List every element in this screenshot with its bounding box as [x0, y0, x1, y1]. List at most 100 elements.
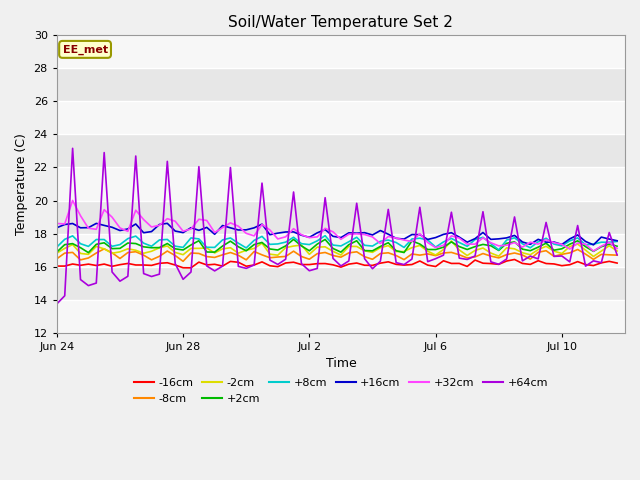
+8cm — [243, 245, 250, 251]
Legend: -16cm, -8cm, -2cm, +2cm, +8cm, +16cm, +32cm, +64cm: -16cm, -8cm, -2cm, +2cm, +8cm, +16cm, +3… — [129, 374, 552, 408]
-16cm — [376, 260, 384, 266]
Line: -8cm: -8cm — [57, 249, 617, 261]
+2cm — [250, 242, 258, 248]
+8cm — [613, 239, 621, 244]
+64cm — [376, 258, 384, 264]
+64cm — [140, 271, 147, 276]
+8cm — [582, 242, 589, 248]
-2cm — [432, 252, 440, 258]
+2cm — [385, 240, 392, 246]
+8cm — [53, 244, 61, 250]
+2cm — [447, 239, 455, 245]
+32cm — [613, 246, 621, 252]
Y-axis label: Temperature (C): Temperature (C) — [15, 133, 28, 235]
+16cm — [613, 238, 621, 244]
+32cm — [440, 242, 447, 248]
-8cm — [424, 251, 431, 257]
+32cm — [376, 240, 384, 246]
Bar — [57, 266, 625, 300]
+16cm — [250, 225, 258, 231]
Line: +16cm: +16cm — [57, 223, 617, 245]
-16cm — [250, 262, 258, 268]
-16cm — [582, 262, 589, 267]
+64cm — [53, 301, 61, 307]
+2cm — [582, 244, 589, 250]
+2cm — [53, 249, 61, 255]
Bar — [57, 234, 625, 266]
-16cm — [187, 265, 195, 271]
Bar — [57, 300, 625, 333]
-2cm — [447, 238, 455, 244]
-8cm — [385, 250, 392, 256]
-16cm — [53, 263, 61, 269]
+16cm — [132, 221, 140, 227]
-16cm — [613, 260, 621, 266]
+64cm — [613, 252, 621, 258]
+32cm — [589, 248, 597, 254]
-16cm — [511, 257, 518, 263]
Line: -2cm: -2cm — [57, 241, 617, 256]
Line: +32cm: +32cm — [57, 201, 617, 251]
+16cm — [376, 228, 384, 233]
Line: +8cm: +8cm — [57, 236, 617, 250]
-8cm — [613, 252, 621, 258]
Title: Soil/Water Temperature Set 2: Soil/Water Temperature Set 2 — [228, 15, 453, 30]
X-axis label: Time: Time — [326, 357, 356, 370]
+32cm — [53, 221, 61, 227]
-8cm — [53, 256, 61, 262]
+32cm — [250, 233, 258, 239]
+2cm — [140, 244, 147, 250]
-16cm — [132, 262, 140, 268]
+16cm — [416, 232, 424, 238]
-8cm — [100, 246, 108, 252]
+8cm — [440, 239, 447, 245]
+2cm — [613, 243, 621, 249]
+32cm — [68, 198, 76, 204]
+32cm — [416, 231, 424, 237]
-8cm — [582, 251, 589, 257]
-8cm — [258, 252, 266, 258]
+32cm — [140, 216, 147, 222]
Line: +2cm: +2cm — [57, 240, 617, 252]
+32cm — [574, 240, 582, 246]
+8cm — [321, 233, 329, 239]
Bar — [57, 134, 625, 168]
Bar — [57, 68, 625, 101]
+64cm — [250, 262, 258, 268]
Bar — [57, 36, 625, 68]
Line: -16cm: -16cm — [57, 260, 617, 268]
-8cm — [140, 252, 147, 258]
+16cm — [574, 232, 582, 238]
Text: EE_met: EE_met — [63, 44, 108, 55]
+16cm — [53, 225, 61, 230]
+8cm — [376, 239, 384, 244]
-2cm — [369, 250, 376, 255]
+16cm — [163, 220, 171, 226]
-2cm — [53, 250, 61, 256]
+64cm — [68, 145, 76, 151]
-16cm — [416, 258, 424, 264]
+8cm — [132, 233, 140, 239]
-8cm — [447, 250, 455, 255]
Bar — [57, 168, 625, 201]
+64cm — [416, 204, 424, 210]
Bar — [57, 201, 625, 234]
+2cm — [290, 237, 298, 242]
+64cm — [440, 252, 447, 258]
-8cm — [179, 258, 187, 264]
+16cm — [589, 242, 597, 248]
-16cm — [440, 258, 447, 264]
-2cm — [243, 247, 250, 253]
+8cm — [416, 235, 424, 241]
Bar — [57, 101, 625, 134]
-2cm — [613, 248, 621, 254]
-2cm — [408, 245, 416, 251]
+8cm — [495, 247, 502, 253]
+2cm — [424, 247, 431, 252]
+64cm — [195, 164, 203, 169]
-2cm — [574, 241, 582, 247]
+16cm — [440, 231, 447, 237]
Line: +64cm: +64cm — [57, 148, 617, 304]
-2cm — [132, 247, 140, 253]
-2cm — [589, 253, 597, 259]
